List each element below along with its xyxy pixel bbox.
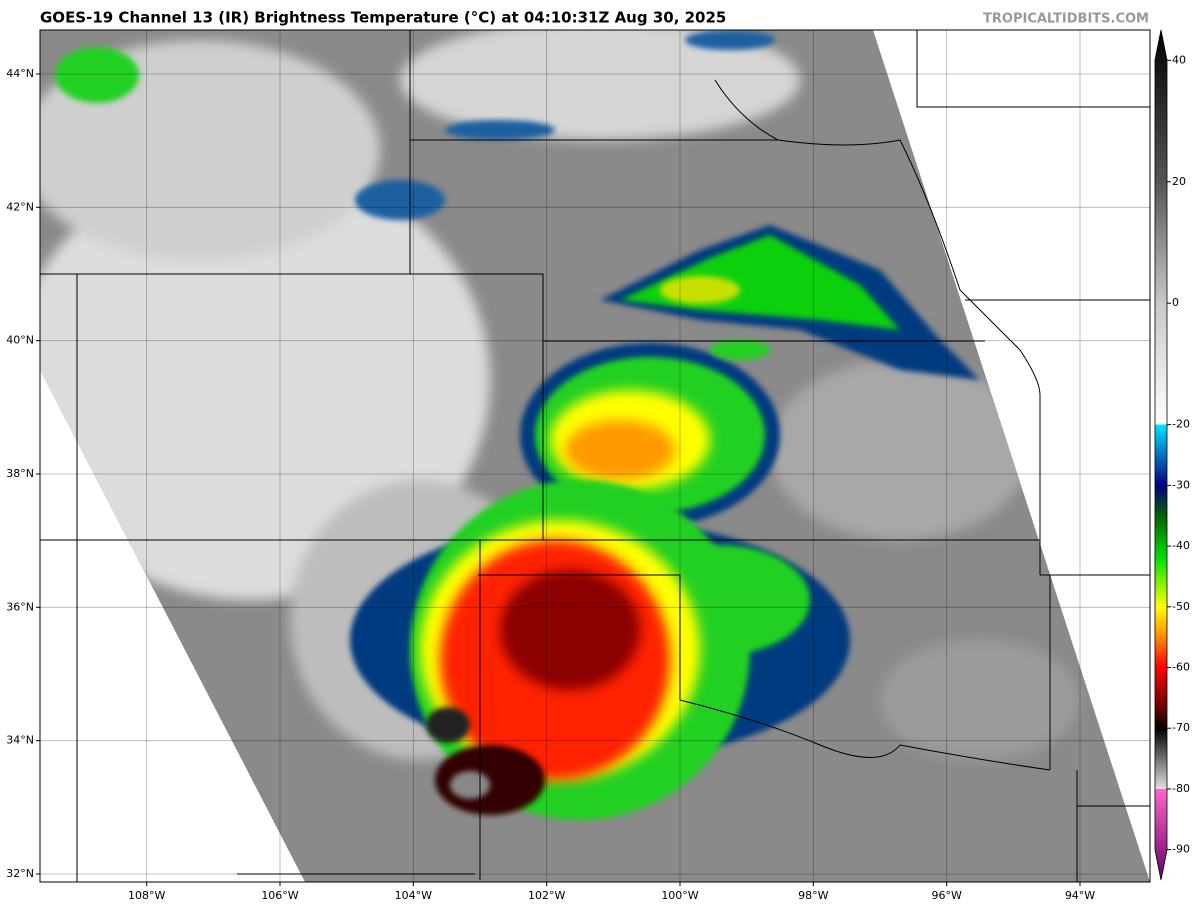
storm	[565, 420, 675, 480]
state-borders	[40, 30, 1150, 882]
lat-tick-label: 34°N	[6, 734, 34, 747]
title: GOES-19 Channel 13 (IR) Brightness Tempe…	[40, 9, 726, 27]
lon-tick-label: 94°W	[1065, 889, 1095, 902]
credit: TROPICALTIDBITS.COM	[983, 12, 1149, 27]
colorbar-tick-label: -70	[1172, 721, 1190, 734]
imagery	[40, 30, 1150, 882]
lat-tick-label: 40°N	[6, 334, 34, 347]
lon-tick-label: 100°W	[661, 889, 698, 902]
storm	[426, 707, 470, 743]
cloud	[400, 30, 800, 140]
storm	[685, 30, 775, 50]
borders	[40, 30, 1150, 882]
lat-tick-label: 32°N	[6, 867, 34, 880]
lat-tick-label: 42°N	[6, 200, 34, 213]
graticule	[36, 30, 1150, 886]
colorbar-tick-label: -50	[1172, 600, 1190, 613]
lat-tick-label: 36°N	[6, 600, 34, 613]
cloud	[40, 160, 490, 600]
colorbar-tick-label: -30	[1172, 478, 1190, 491]
colorbar-tick-label: -80	[1172, 782, 1190, 795]
colorbar-tick-label: 40	[1172, 53, 1186, 66]
colorbar-tick-label: 0	[1172, 296, 1179, 309]
cloud	[880, 640, 1080, 760]
cloud	[770, 360, 1030, 540]
storm	[55, 47, 139, 103]
colorbar-tick-label: 20	[1172, 175, 1186, 188]
storm	[355, 180, 445, 220]
map-frame	[39, 29, 1151, 883]
colorbar-tick-label: -90	[1172, 843, 1190, 856]
storm	[450, 771, 490, 799]
storm	[660, 276, 740, 304]
storm	[445, 120, 555, 140]
colorbar-tick-label: -40	[1172, 539, 1190, 552]
lon-tick-label: 104°W	[395, 889, 432, 902]
lon-tick-label: 106°W	[261, 889, 298, 902]
lat-tick-label: 38°N	[6, 467, 34, 480]
lon-tick-label: 96°W	[931, 889, 961, 902]
storm	[620, 235, 900, 330]
lon-tick-label: 108°W	[128, 889, 165, 902]
storm	[500, 570, 640, 690]
colorbar-tick-label: -20	[1172, 418, 1190, 431]
lon-tick-label: 98°W	[798, 889, 828, 902]
lon-tick-label: 102°W	[528, 889, 565, 902]
colorbar-tick-label: -60	[1172, 661, 1190, 674]
clouds	[40, 30, 1080, 820]
colorbar: 40 20 0 -20 -30 -40 -50 -60 -70 -80 -90	[1154, 29, 1190, 881]
storm	[710, 340, 770, 360]
rivers-borders	[679, 79, 1051, 771]
lat-tick-label: 44°N	[6, 67, 34, 80]
colorbar-body	[1154, 29, 1168, 881]
